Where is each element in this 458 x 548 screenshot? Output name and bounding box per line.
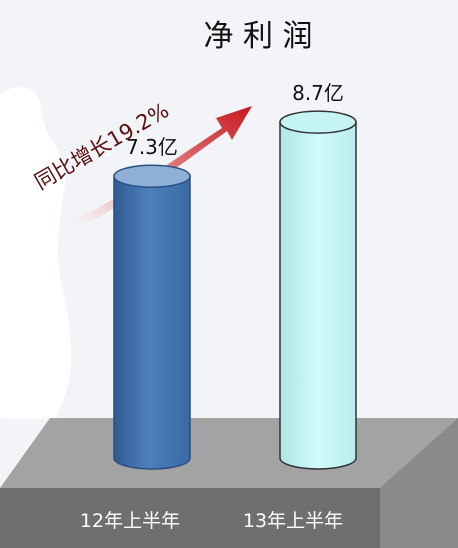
base-platform [0, 418, 458, 548]
category-label-2: 13年上半年 [243, 510, 343, 532]
chart-title: 净 利 润 [203, 19, 312, 54]
bar-top-2 [279, 110, 357, 134]
bar-body-2 [279, 121, 357, 470]
bars-group: 7.3亿 8.7亿 [113, 81, 357, 470]
value-label-2: 8.7亿 [292, 81, 344, 105]
bar-2: 8.7亿 [279, 81, 357, 470]
growth-arrow [58, 106, 252, 234]
category-label-1: 12年上半年 [80, 510, 180, 532]
background-figure [0, 86, 72, 420]
bar-body-1 [113, 175, 191, 470]
value-label-1: 7.3亿 [126, 135, 178, 159]
bar-top-1 [113, 164, 191, 188]
bar-1: 7.3亿 [113, 135, 191, 470]
